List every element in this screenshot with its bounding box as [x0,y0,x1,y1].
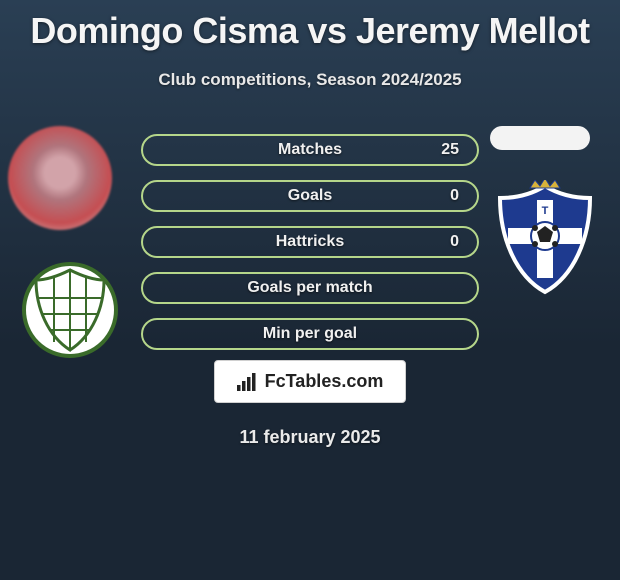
stat-row: Goals 0 [141,180,479,212]
page-subtitle: Club competitions, Season 2024/2025 [0,70,620,90]
stat-row: Hattricks 0 [141,226,479,258]
svg-text:C: C [513,227,523,243]
page-title: Domingo Cisma vs Jeremy Mellot [0,0,620,52]
stat-right-value: 0 [450,233,459,251]
stat-right-value: 25 [441,141,459,159]
stat-right-value: 0 [450,187,459,205]
svg-text:T: T [542,205,549,217]
stat-label: Min per goal [263,325,357,343]
stat-row: Matches 25 [141,134,479,166]
footer-date: 11 february 2025 [0,427,620,448]
bar-chart-icon [237,373,259,391]
footer-badge: FcTables.com [214,360,407,403]
stat-label: Goals [288,187,332,205]
stat-row: Goals per match [141,272,479,304]
player2-placeholder-pill [490,126,590,150]
stat-label: Matches [278,141,342,159]
player1-photo [8,126,112,230]
stat-label: Goals per match [247,279,372,297]
footer-badge-text: FcTables.com [265,371,384,392]
stat-row: Min per goal [141,318,479,350]
svg-text:D: D [567,227,577,243]
club-crest-right: C D T [490,180,600,303]
stat-label: Hattricks [276,233,344,251]
club-crest-left [18,258,122,367]
